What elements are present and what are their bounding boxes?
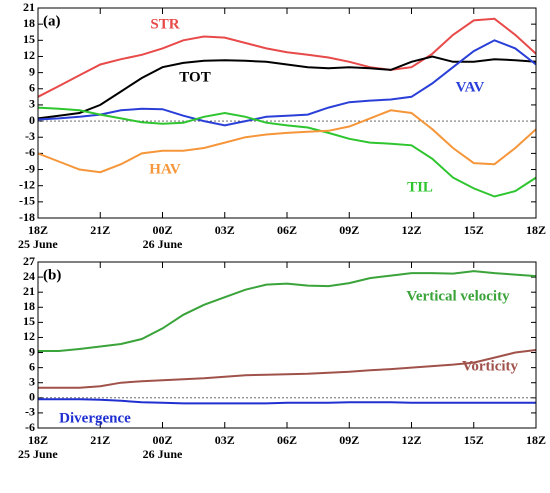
- x-tick-label: 03Z: [215, 223, 235, 237]
- series-label: HAV: [149, 161, 181, 177]
- y-tick-label: 21: [23, 0, 35, 14]
- plot-frame: [37, 7, 537, 219]
- x-tick-label: 21Z: [90, 433, 110, 447]
- y-tick-label: -6: [25, 145, 35, 159]
- y-tick-label: 6: [29, 359, 35, 373]
- date-label: 26 June: [143, 237, 183, 251]
- series-line: [38, 349, 537, 389]
- series-label: Divergence: [59, 410, 131, 426]
- y-tick-label: -9: [25, 161, 35, 175]
- y-tick-label: 21: [23, 284, 35, 298]
- series-label: Vertical velocity: [406, 288, 510, 304]
- y-tick-label: 3: [29, 97, 35, 111]
- series-label: Vorticity: [462, 358, 519, 374]
- series-label: TOT: [179, 69, 210, 85]
- y-tick-label: 12: [23, 329, 35, 343]
- y-tick-label: 15: [23, 314, 35, 328]
- date-label: 26 June: [143, 447, 183, 461]
- y-tick-label: -6: [25, 420, 35, 434]
- y-tick-label: 18: [23, 299, 35, 313]
- series-label: TIL: [407, 179, 433, 195]
- x-tick-label: 15Z: [464, 223, 484, 237]
- series-line: [37, 39, 537, 127]
- x-tick-label: 18Z: [28, 223, 48, 237]
- x-tick-label: 18Z: [526, 433, 546, 447]
- series-line: [37, 55, 537, 120]
- y-tick-label: 24: [23, 269, 35, 283]
- y-tick-label: 18: [23, 16, 35, 30]
- y-tick-label: -3: [25, 405, 35, 419]
- y-tick-label: -3: [25, 129, 35, 143]
- series-label: VAV: [456, 79, 485, 95]
- x-tick-label: 15Z: [464, 433, 484, 447]
- series-line: [38, 270, 537, 352]
- y-tick-label: 9: [29, 344, 35, 358]
- x-tick-label: 06Z: [277, 433, 297, 447]
- y-tick-label: 3: [29, 374, 35, 388]
- date-label: 25 June: [18, 447, 58, 461]
- x-tick-label: 00Z: [152, 433, 172, 447]
- x-tick-label: 18Z: [526, 223, 546, 237]
- x-tick-label: 09Z: [339, 433, 359, 447]
- x-tick-label: 09Z: [339, 223, 359, 237]
- series-line: [37, 17, 537, 98]
- y-tick-label: 0: [29, 390, 35, 404]
- x-tick-label: 12Z: [401, 223, 421, 237]
- y-tick-label: 9: [29, 64, 35, 78]
- x-tick-label: 12Z: [401, 433, 421, 447]
- series-line: [38, 398, 536, 405]
- panel-title: (a): [43, 13, 61, 29]
- series-line: [37, 109, 537, 174]
- panel-title: (b): [43, 267, 61, 283]
- y-tick-label: -18: [19, 210, 35, 224]
- x-tick-label: 00Z: [152, 223, 172, 237]
- x-tick-label: 21Z: [90, 223, 110, 237]
- y-tick-label: 12: [23, 48, 35, 62]
- y-tick-label: 15: [23, 32, 35, 46]
- x-tick-label: 03Z: [215, 433, 235, 447]
- y-tick-label: 6: [29, 81, 35, 95]
- y-tick-label: 0: [29, 113, 35, 127]
- y-tick-label: 27: [23, 254, 35, 268]
- plot-frame: [37, 261, 537, 429]
- y-tick-label: -12: [19, 177, 35, 191]
- series-line: [37, 106, 537, 198]
- series-label: STR: [150, 16, 179, 32]
- y-tick-label: -15: [19, 194, 35, 208]
- date-label: 25 June: [18, 237, 58, 251]
- x-tick-label: 18Z: [28, 433, 48, 447]
- x-tick-label: 06Z: [277, 223, 297, 237]
